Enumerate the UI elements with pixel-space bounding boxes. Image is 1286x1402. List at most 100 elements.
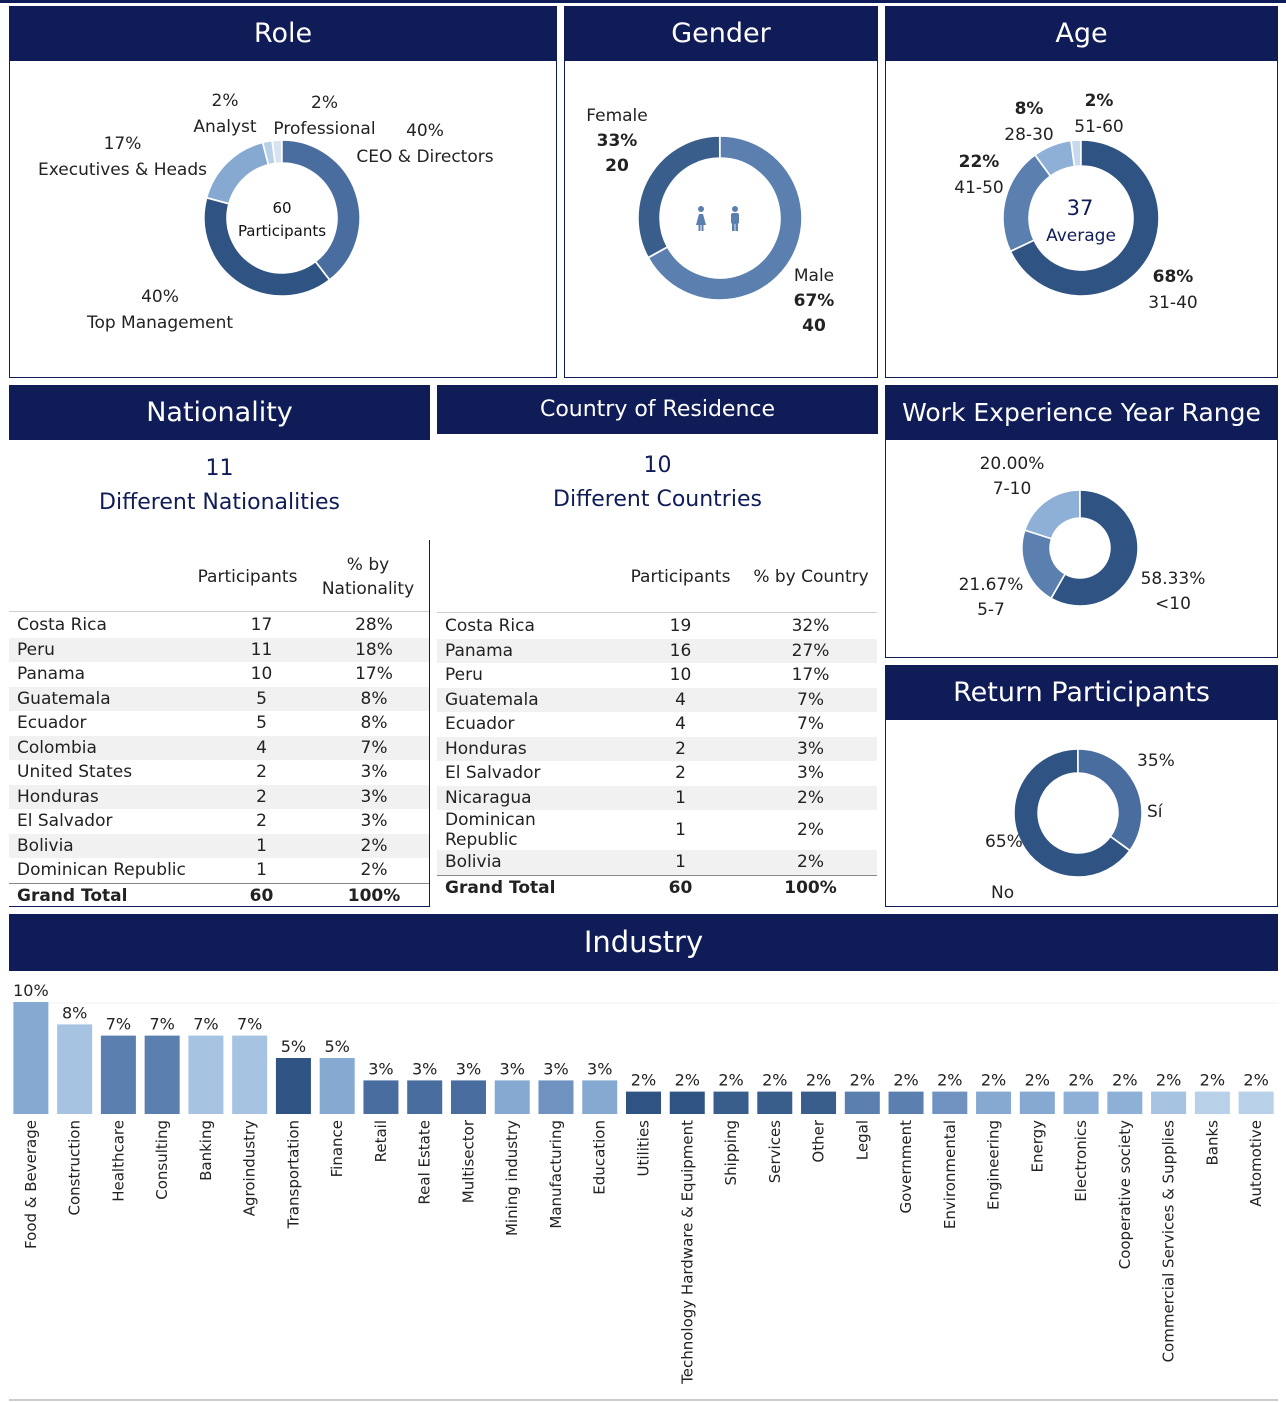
gender-donut [637, 135, 803, 301]
industry-value-label: 7% [193, 1015, 218, 1034]
gender-header: Gender [564, 6, 878, 61]
nationality-row: El Salvador 2 3% [9, 809, 429, 834]
residence-participants-cell: 4 [675, 714, 686, 735]
age-label-31-40: 68% 31-40 [1148, 267, 1198, 313]
nationality-country-cell: Dominican Republic [17, 860, 186, 881]
residence-total-row: Grand Total 60 100% [437, 874, 877, 900]
industry-value-label: 3% [368, 1059, 393, 1078]
industry-value-label: 2% [850, 1071, 875, 1090]
residence-country-cell: Dominican Republic [445, 810, 536, 850]
nationality-pct-cell: 28% [355, 615, 393, 636]
nationality-row: Costa Rica 17 28% [9, 613, 429, 638]
residence-col-pct: % by Country [753, 567, 869, 587]
nationality-count-label: Different Nationalities [99, 490, 340, 515]
age-slice-51-60 [1070, 139, 1082, 168]
industry-category-label: Utilities [635, 1120, 653, 1177]
residence-pct-cell: 2% [744, 850, 877, 875]
wx-label-lt10: 58.33% <10 [1140, 569, 1206, 614]
residence-pct-cell: 17% [791, 665, 830, 686]
residence-country-cell: Guatemala [437, 687, 617, 712]
nationality-participants-cell: 1 [204, 833, 319, 858]
industry-bar-shipping [713, 1091, 749, 1114]
residence-row: Guatemala 4 7% [437, 687, 877, 712]
industry-value-label: 2% [937, 1071, 962, 1090]
industry-category-label: Commercial Services & Supplies [1160, 1120, 1178, 1363]
residence-row: Dominican Republic 1 2% [437, 810, 877, 850]
return-label-no: No [991, 883, 1015, 903]
nationality-country-cell: Bolivia [9, 833, 204, 858]
industry-bar-real-estate [407, 1080, 443, 1114]
industry-category-label: Services [766, 1120, 784, 1183]
nationality-col-pct: % by Nationality [321, 555, 415, 599]
residence-count-label: Different Countries [553, 487, 762, 512]
industry-value-label: 2% [1200, 1071, 1225, 1090]
residence-title: Country of Residence [539, 397, 776, 422]
role-label-professional: 2% Professional [273, 93, 376, 139]
residence-country-cell: Bolivia [437, 850, 617, 875]
industry-value-label: 2% [893, 1071, 918, 1090]
return-donut [1013, 748, 1143, 878]
role-label-analyst: 2% Analyst [193, 91, 257, 137]
residence-row: El Salvador 2 3% [437, 761, 877, 786]
nationality-country-cell: Honduras [9, 784, 204, 809]
industry-header: Industry [9, 914, 1278, 971]
residence-pct-cell: 32% [791, 616, 830, 637]
industry-bar-construction [57, 1024, 93, 1114]
industry-value-label: 2% [1068, 1071, 1093, 1090]
residence-participants-cell: 2 [675, 763, 686, 784]
industry-value-label: 7% [237, 1015, 262, 1034]
return-label-si-pct: 35% [1137, 751, 1175, 771]
age-label-51-60: 2% 51-60 [1074, 91, 1124, 137]
industry-value-label: 10% [13, 981, 49, 1000]
industry-value-label: 5% [281, 1037, 306, 1056]
nationality-total-row: Grand Total 60 100% [9, 882, 429, 908]
residence-total-label: Grand Total [437, 874, 617, 900]
nationality-header-rule [9, 611, 429, 612]
return-slice-no [1013, 748, 1131, 878]
industry-bar-environmental [932, 1091, 968, 1114]
nationality-country-cell: Peru [9, 637, 204, 662]
industry-value-label: 2% [1112, 1071, 1137, 1090]
industry-category-label: Banks [1203, 1120, 1221, 1166]
nationality-row: Guatemala 5 8% [9, 686, 429, 711]
role-title: Role [253, 18, 313, 49]
industry-value-label: 2% [1243, 1071, 1268, 1090]
nationality-row: Honduras 2 3% [9, 784, 429, 809]
residence-country-cell: Costa Rica [445, 616, 535, 637]
nationality-row: United States 2 3% [9, 760, 429, 785]
industry-category-label: Retail [372, 1120, 390, 1162]
industry-value-label: 7% [106, 1015, 131, 1034]
industry-bar-cooperative-society [1107, 1091, 1143, 1114]
residence-country-cell: Honduras [437, 736, 617, 761]
nationality-participants-cell: 5 [204, 686, 319, 711]
industry-category-label: Cooperative society [1116, 1120, 1134, 1269]
residence-participants-cell: 19 [669, 616, 692, 637]
return-header: Return Participants [885, 665, 1278, 720]
nationality-pct-cell: 3% [360, 811, 388, 832]
industry-bar-energy [1019, 1091, 1055, 1114]
nationality-country-cell: Colombia [9, 735, 204, 760]
industry-bar-technology-hardware-equipment [669, 1091, 705, 1114]
residence-row: Peru 10 17% [437, 663, 877, 688]
residence-pct-cell: 3% [744, 736, 877, 761]
industry-bar-electronics [1063, 1091, 1099, 1114]
gender-title: Gender [671, 18, 771, 49]
residence-participants-cell: 16 [617, 638, 744, 663]
role-panel [9, 6, 557, 378]
residence-pct-cell: 7% [744, 687, 877, 712]
residence-row: Bolivia 1 2% [437, 850, 877, 875]
industry-value-label: 2% [631, 1071, 656, 1090]
age-center-value: 37 [1067, 196, 1094, 220]
nationality-table: Costa Rica 17 28% Peru 11 18% Panama 10 17% Guate… [9, 613, 429, 908]
industry-bar-transportation [275, 1058, 311, 1114]
role-label-ceo: 40% CEO & Directors [356, 121, 494, 167]
nationality-total-pct: 100% [319, 882, 429, 908]
residence-row: Ecuador 4 7% [437, 712, 877, 737]
industry-value-label: 2% [806, 1071, 831, 1090]
industry-category-label: Other [810, 1119, 828, 1162]
industry-category-label: Automotive [1247, 1120, 1265, 1207]
residence-col-participants: Participants [630, 567, 731, 587]
nationality-table-divider [429, 540, 430, 907]
gender-slice-female [637, 135, 721, 259]
industry-category-label: Environmental [941, 1120, 959, 1229]
